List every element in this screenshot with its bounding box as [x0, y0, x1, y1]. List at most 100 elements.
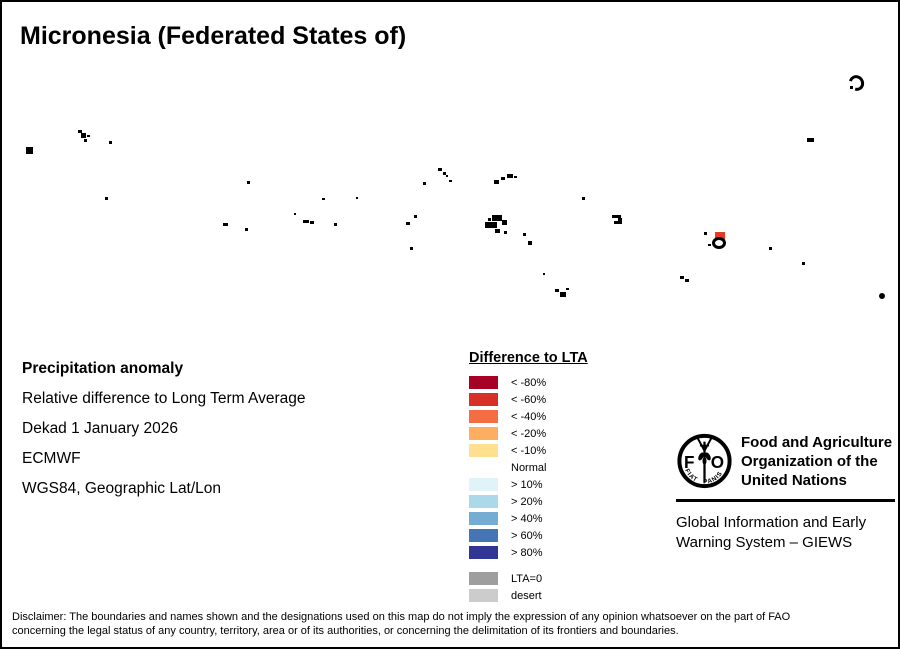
disclaimer: Disclaimer: The boundaries and names sho…	[12, 610, 790, 638]
legend-swatch	[469, 572, 498, 585]
island-mark	[807, 138, 814, 142]
legend-swatch	[469, 427, 498, 440]
giews-label: Global Information and Early Warning Syst…	[676, 513, 866, 553]
map-info-line: Dekad 1 January 2026	[22, 420, 178, 437]
legend-row: > 20%	[469, 493, 588, 510]
island-mark	[560, 292, 566, 297]
island-mark	[406, 222, 410, 225]
island-mark	[488, 218, 491, 221]
island-mark	[495, 229, 500, 233]
island-mark	[438, 168, 442, 171]
map-info-block: Precipitation anomaly Relative differenc…	[22, 354, 306, 504]
island-mark	[618, 218, 622, 221]
island-mark	[715, 232, 725, 240]
legend-label: > 80%	[511, 546, 543, 559]
legend-label: < -40%	[511, 410, 547, 423]
island-mark	[294, 213, 296, 215]
island-mark	[446, 175, 448, 177]
island-mark	[78, 130, 82, 133]
legend-label: < -10%	[511, 444, 547, 457]
text-line: United Nations	[741, 472, 847, 489]
map-info-line: Relative difference to Long Term Average	[22, 390, 306, 407]
island-mark	[410, 247, 413, 250]
fao-org-name: Food and Agriculture Organization of the U…	[741, 433, 892, 490]
atoll-ring-mark	[846, 72, 867, 94]
legend-swatch	[469, 589, 498, 602]
fao-logo-letter-f: F	[684, 453, 694, 472]
island-mark	[523, 233, 526, 236]
island-mark	[84, 139, 87, 142]
legend-swatch	[469, 376, 498, 389]
island-mark	[310, 221, 314, 224]
island-mark	[704, 232, 707, 235]
island-mark	[109, 141, 112, 144]
island-mark	[501, 177, 505, 180]
island-mark	[449, 180, 452, 182]
legend-label: > 10%	[511, 478, 543, 491]
disclaimer-line-1: Disclaimer: The boundaries and names sho…	[12, 611, 791, 623]
map-info-lines: Relative difference to Long Term Average…	[22, 384, 306, 504]
legend-row: < -10%	[469, 442, 588, 459]
legend-swatch	[469, 512, 498, 525]
island-mark	[708, 244, 711, 246]
legend-swatch	[469, 393, 498, 406]
island-mark	[685, 279, 689, 282]
island-mark	[502, 220, 507, 225]
legend-row: > 10%	[469, 476, 588, 493]
island-mark	[879, 293, 885, 299]
legend-label: LTA=0	[511, 572, 543, 585]
island-mark	[494, 180, 499, 184]
legend-label: > 60%	[511, 529, 543, 542]
legend-row: < -40%	[469, 408, 588, 425]
legend-label: < -60%	[511, 393, 547, 406]
island-mark	[582, 197, 585, 200]
island-mark	[105, 197, 108, 200]
legend-label: < -20%	[511, 427, 547, 440]
legend-extra-items: LTA=0 desert	[469, 570, 588, 604]
disclaimer-line-2: concerning the legal status of any count…	[12, 625, 679, 637]
island-mark	[612, 215, 621, 218]
legend-row: Normal	[469, 459, 588, 476]
island-mark	[87, 135, 90, 137]
wheat-ear-icon	[696, 436, 713, 483]
island-mark	[492, 215, 502, 221]
map-info-line: ECMWF	[22, 450, 81, 467]
legend-label: > 40%	[511, 512, 543, 525]
legend-row: desert	[469, 587, 588, 604]
island-mark	[543, 273, 545, 275]
island-mark	[485, 222, 497, 228]
legend: Difference to LTA < -80% < -60% < -40% <…	[469, 350, 588, 604]
text-line: Warning System – GIEWS	[676, 534, 853, 551]
fao-separator-line	[676, 499, 895, 502]
legend-items: < -80% < -60% < -40% < -20% < -10% Norma…	[469, 374, 588, 561]
text-line: Food and Agriculture	[741, 434, 893, 451]
island-mark	[504, 231, 507, 234]
text-line: Organization of the	[741, 453, 878, 470]
island-mark	[414, 215, 417, 218]
legend-row: LTA=0	[469, 570, 588, 587]
legend-swatch	[469, 410, 498, 423]
legend-swatch	[469, 495, 498, 508]
island-mark	[423, 182, 426, 185]
legend-row: < -80%	[469, 374, 588, 391]
map-info-line: WGS84, Geographic Lat/Lon	[22, 480, 222, 497]
legend-swatch	[469, 444, 498, 457]
fao-logo-icon: F O FIAT PANIS	[677, 433, 732, 489]
legend-label: Normal	[511, 461, 547, 474]
atoll-ring-mark	[712, 237, 726, 249]
legend-label: < -80%	[511, 376, 547, 389]
legend-row: < -20%	[469, 425, 588, 442]
island-mark	[443, 172, 446, 175]
island-mark	[26, 147, 33, 154]
island-mark	[614, 221, 622, 224]
legend-swatch	[469, 461, 498, 474]
island-mark	[507, 174, 513, 178]
island-mark	[528, 241, 532, 245]
island-mark	[322, 198, 325, 200]
legend-row: > 60%	[469, 527, 588, 544]
legend-row: > 40%	[469, 510, 588, 527]
island-mark	[850, 86, 853, 89]
legend-title: Difference to LTA	[469, 350, 588, 366]
